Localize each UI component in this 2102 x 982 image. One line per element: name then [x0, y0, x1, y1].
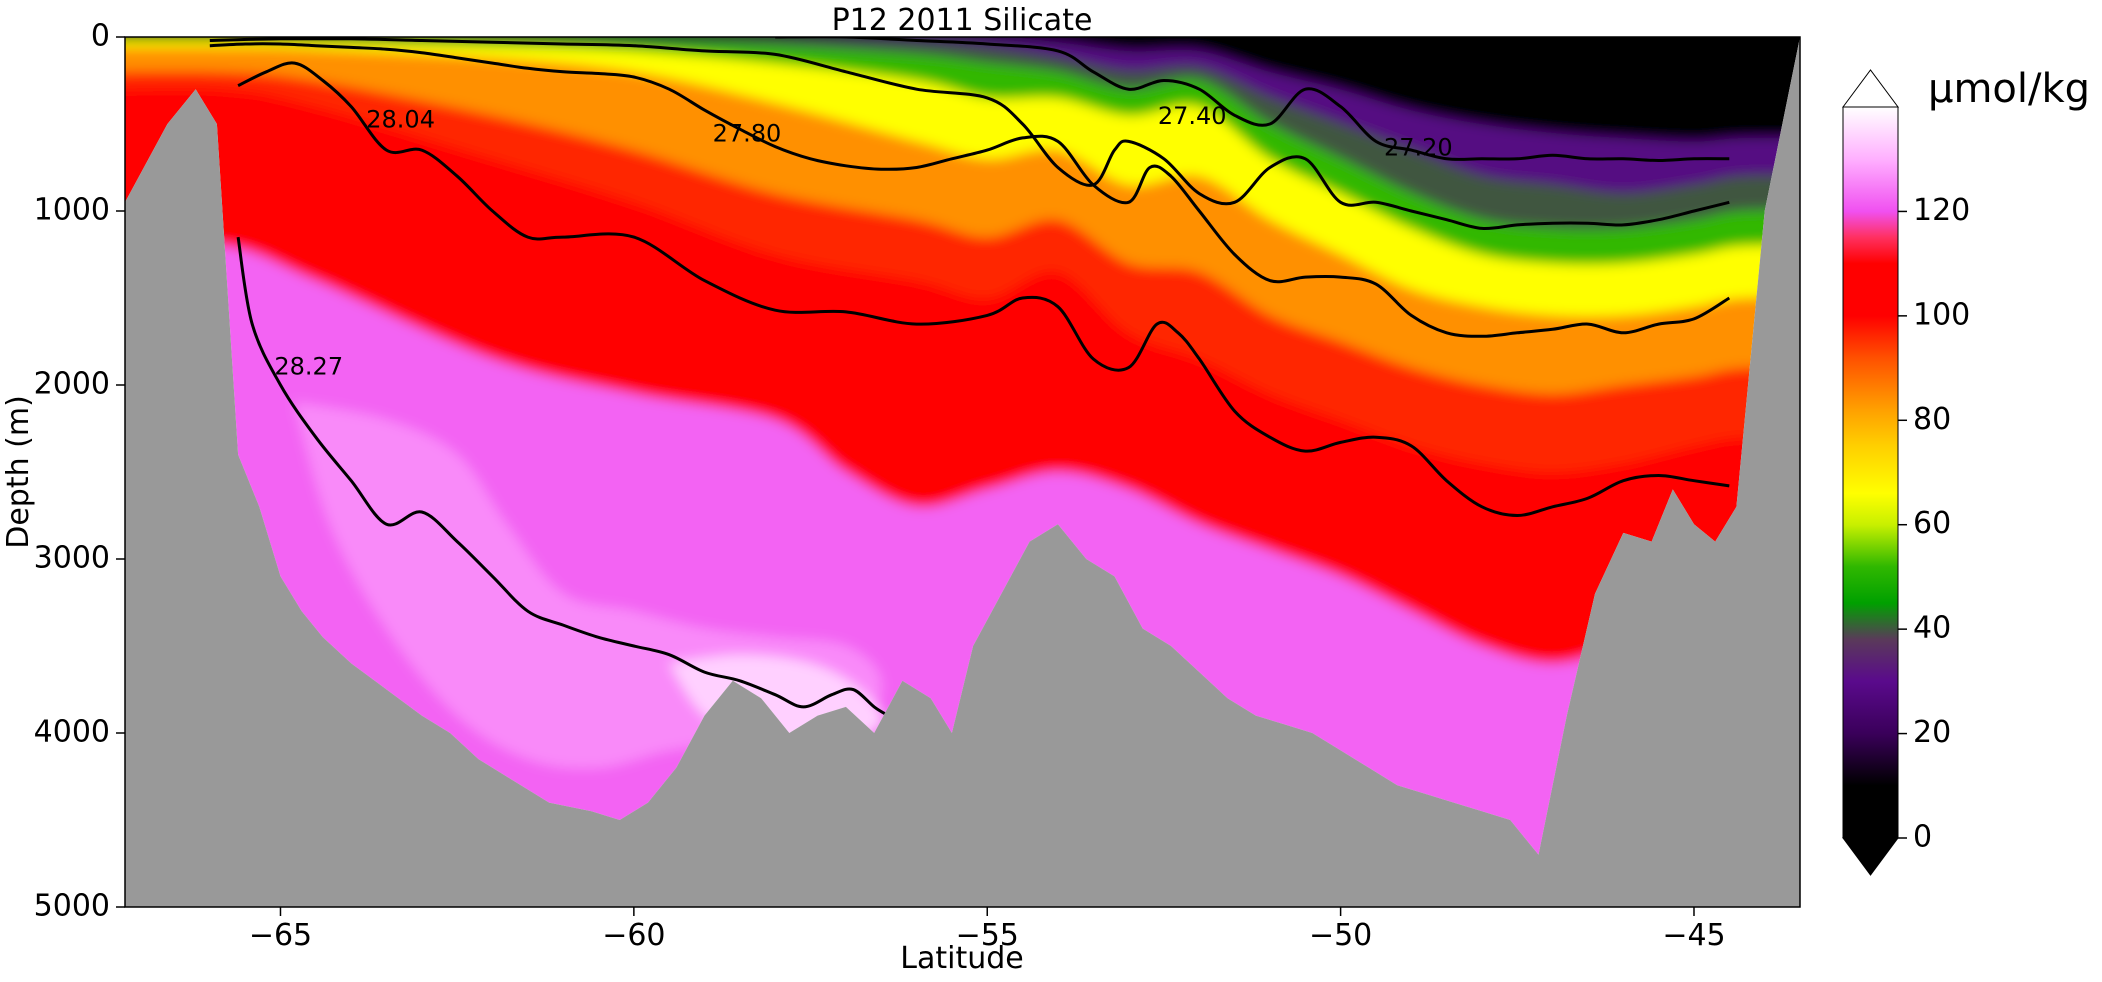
colorbar: 0 20 40 60 80 100 120 µmol/kg	[1842, 66, 2090, 876]
y-tick-label: 4000	[34, 715, 110, 750]
colorbar-tick-label: 20	[1913, 715, 1951, 750]
x-axis-label: Latitude	[900, 941, 1023, 976]
y-tick-label: 5000	[34, 889, 110, 924]
colorbar-label: µmol/kg	[1928, 66, 2090, 112]
y-axis: 0 1000 2000 3000 4000 5000	[34, 19, 125, 924]
density-contours	[209, 37, 1731, 717]
contour-27.80	[209, 42, 1731, 338]
x-tick-label: −60	[602, 918, 665, 953]
plot-frame	[124, 36, 1801, 908]
colorbar-tick-label: 80	[1913, 402, 1951, 437]
colorbar-extend-max	[1842, 69, 1899, 108]
contour-label-28.27: 28.27	[274, 353, 343, 381]
contour-label-27.20: 27.20	[1384, 133, 1453, 161]
colorbar-tick-label: 120	[1913, 193, 1970, 228]
colorbar-frame	[1842, 106, 1899, 839]
x-tick-label: −65	[249, 918, 312, 953]
chart-title: P12 2011 Silicate	[832, 3, 1093, 38]
contour-27.20	[775, 37, 1730, 162]
colorbar-tick-label: 40	[1913, 611, 1951, 646]
contour-label-27.80: 27.80	[713, 119, 782, 147]
y-tick-label: 2000	[34, 367, 110, 402]
colorbar-tick-label: 60	[1913, 506, 1951, 541]
x-tick-label: −45	[1662, 918, 1725, 953]
y-tick-label: 3000	[34, 541, 110, 576]
y-axis-label: Depth (m)	[1, 395, 36, 549]
colorbar-gradient	[1843, 107, 1898, 838]
colorbar-extend-min	[1842, 837, 1899, 876]
contour-label-28.04: 28.04	[366, 106, 435, 134]
silicate-field	[125, 37, 1800, 855]
colorbar-tick-label: 0	[1913, 820, 1932, 855]
bathymetry-seafloor	[125, 37, 1800, 907]
colorbar-ticks: 0 20 40 60 80 100 120	[1898, 193, 1970, 855]
x-tick-label: −50	[1309, 918, 1372, 953]
y-tick-label: 0	[91, 19, 110, 54]
contour-28.27	[236, 236, 890, 717]
contour-label-27.40: 27.40	[1158, 102, 1227, 130]
contour-labels: 28.04 27.80 27.40 27.20 28.27	[274, 102, 1452, 381]
x-tick-label: −55	[956, 918, 1019, 953]
field-band-7	[125, 37, 1800, 142]
y-tick-label: 1000	[34, 193, 110, 228]
contour-28.04	[237, 61, 1730, 517]
colorbar-tick-label: 100	[1913, 297, 1970, 332]
x-axis: −65 −60 −55 −50 −45	[249, 907, 1726, 953]
contour-27.40	[209, 37, 1730, 231]
